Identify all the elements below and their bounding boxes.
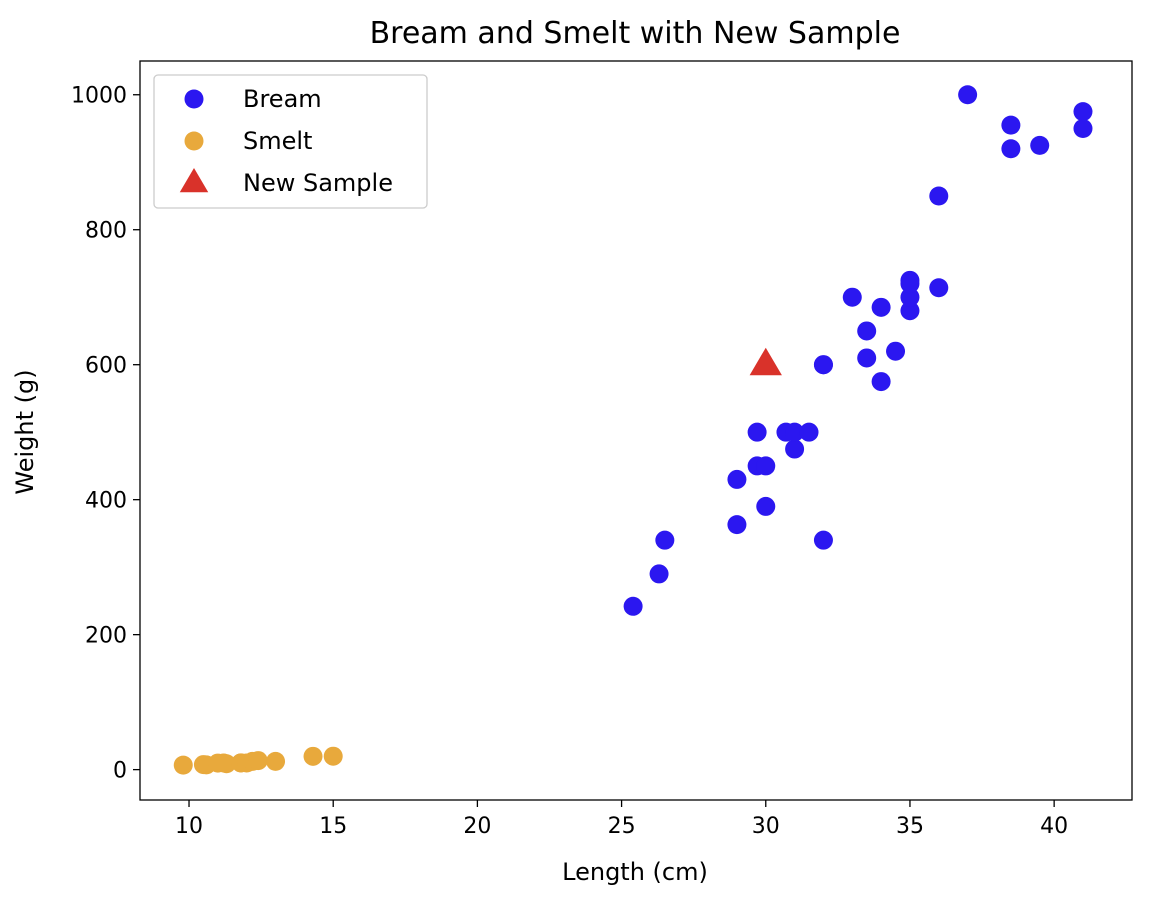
point-bream-15 — [813, 355, 833, 375]
point-bream-2 — [655, 530, 675, 550]
point-bream-20 — [871, 297, 891, 317]
x-tick-label-30: 30 — [752, 814, 780, 839]
point-bream-32 — [1073, 102, 1093, 122]
point-smelt-13 — [323, 746, 343, 766]
y-tick-label-0: 0 — [113, 759, 127, 784]
x-axis: 10 15 20 25 30 35 40 — [175, 800, 1068, 839]
point-bream-8 — [756, 456, 776, 476]
x-tick-label-35: 35 — [896, 814, 924, 839]
legend-label-smelt: Smelt — [243, 127, 312, 155]
legend: Bream Smelt New Sample — [153, 74, 428, 209]
point-bream-12 — [799, 422, 819, 442]
points-layer — [173, 85, 1093, 775]
point-bream-19 — [871, 372, 891, 392]
point-bream-21 — [886, 341, 906, 361]
point-bream-11 — [785, 422, 805, 442]
point-bream-3 — [727, 515, 747, 535]
point-smelt-11 — [266, 751, 286, 771]
point-bream-27 — [929, 186, 949, 206]
x-tick-label-40: 40 — [1040, 814, 1068, 839]
point-bream-25 — [900, 274, 920, 294]
point-smelt-0 — [173, 755, 193, 775]
x-axis-label: Length (cm) — [562, 858, 708, 886]
legend-marker-smelt — [184, 131, 204, 151]
point-bream-18 — [857, 321, 877, 341]
legend-label-bream: Bream — [243, 85, 322, 113]
point-bream-29 — [1001, 139, 1021, 159]
point-bream-13 — [813, 530, 833, 550]
point-bream-23 — [900, 287, 920, 307]
point-bream-7 — [756, 496, 776, 516]
point-smelt-5 — [217, 754, 237, 774]
point-bream-1 — [649, 564, 669, 584]
point-bream-33 — [1073, 118, 1093, 138]
point-new-sample-0 — [749, 347, 782, 376]
point-bream-10 — [785, 439, 805, 459]
point-bream-16 — [842, 287, 862, 307]
plot-frame — [139, 60, 1133, 801]
point-bream-30 — [1001, 115, 1021, 135]
y-axis: 0 200 400 600 800 1000 — [71, 84, 140, 784]
x-tick-label-25: 25 — [608, 814, 636, 839]
point-smelt-10 — [248, 751, 268, 771]
y-tick-label-200: 200 — [85, 624, 127, 649]
y-tick-label-600: 600 — [85, 354, 127, 379]
point-bream-17 — [857, 348, 877, 368]
y-tick-label-1000: 1000 — [71, 84, 127, 109]
x-tick-label-15: 15 — [319, 814, 347, 839]
x-tick-label-20: 20 — [463, 814, 491, 839]
point-bream-0 — [623, 596, 643, 616]
legend-marker-new-sample — [179, 168, 209, 193]
y-tick-label-400: 400 — [85, 489, 127, 514]
legend-label-new-sample: New Sample — [243, 169, 393, 197]
x-tick-label-10: 10 — [175, 814, 203, 839]
point-smelt-12 — [303, 746, 323, 766]
point-bream-4 — [727, 469, 747, 489]
y-axis-label: Weight (g) — [11, 369, 39, 494]
point-bream-26 — [929, 278, 949, 298]
point-bream-22 — [900, 301, 920, 321]
chart-title: Bream and Smelt with New Sample — [370, 16, 901, 51]
point-bream-28 — [958, 85, 978, 105]
y-tick-label-800: 800 — [85, 219, 127, 244]
point-bream-6 — [747, 422, 767, 442]
legend-box — [153, 74, 428, 209]
legend-marker-bream — [184, 89, 204, 109]
point-bream-31 — [1030, 135, 1050, 155]
